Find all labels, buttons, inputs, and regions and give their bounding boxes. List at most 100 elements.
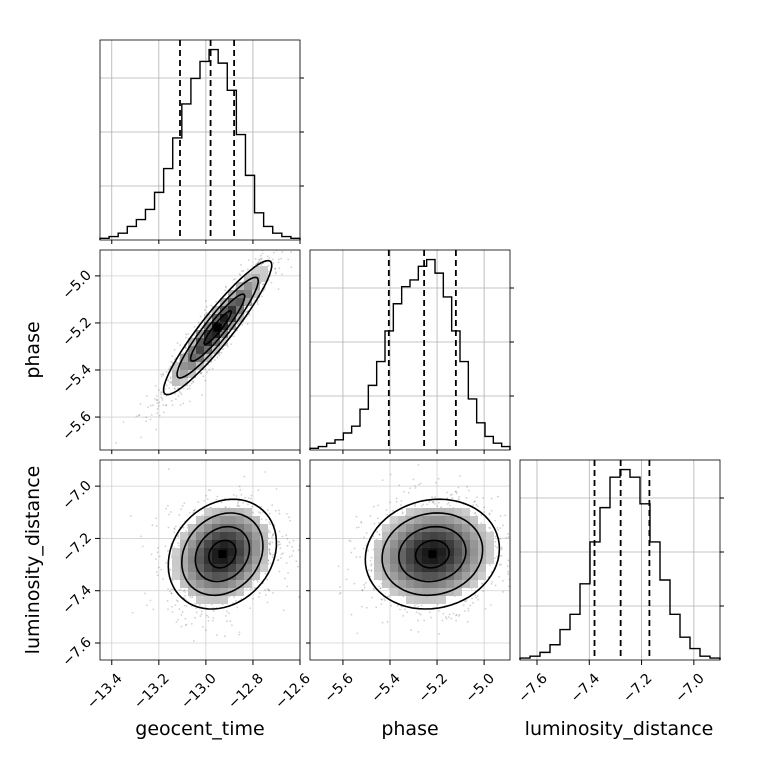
sample-point: [160, 375, 163, 378]
density-cell: [446, 516, 454, 524]
density-cell: [236, 508, 244, 516]
density-cell: [204, 588, 212, 596]
density-cell: [212, 330, 220, 338]
sample-point: [499, 515, 502, 517]
density-cell: [382, 548, 390, 556]
sample-point: [426, 503, 429, 506]
sample-point: [288, 541, 291, 544]
sample-point: [115, 442, 117, 444]
sample-point: [177, 387, 179, 390]
density-cell: [382, 572, 390, 580]
density-cell: [188, 532, 196, 540]
sample-point: [268, 552, 271, 555]
sample-point: [243, 475, 246, 478]
sample-point: [244, 311, 247, 314]
density-cell: [260, 564, 268, 572]
density-cell: [212, 524, 220, 532]
sample-point: [505, 536, 508, 539]
density-cell: [252, 266, 260, 274]
density-cell: [212, 516, 220, 524]
sample-point: [186, 526, 189, 529]
density-cell: [228, 298, 236, 306]
sample-point: [436, 505, 439, 508]
sample-point: [173, 531, 176, 534]
sample-point: [269, 531, 271, 533]
sample-point: [171, 611, 174, 613]
density-cell: [188, 524, 196, 532]
sample-point: [267, 589, 270, 591]
sample-point: [413, 604, 416, 607]
density-cell: [438, 516, 446, 524]
sample-point: [284, 577, 286, 580]
density-cell: [414, 508, 422, 516]
sample-point: [204, 379, 207, 382]
sample-point: [162, 404, 165, 406]
sample-point: [268, 543, 271, 546]
density-cell: [244, 572, 252, 580]
sample-point: [250, 494, 253, 497]
density-cell: [220, 556, 228, 564]
sample-point: [272, 532, 275, 535]
sample-point: [285, 534, 288, 537]
sample-point: [457, 615, 460, 617]
sample-point: [250, 497, 252, 500]
density-cell: [220, 564, 228, 572]
sample-point: [475, 514, 478, 517]
density-cell: [228, 580, 236, 588]
sample-point: [417, 619, 419, 622]
sample-point: [131, 611, 134, 614]
sample-point: [210, 506, 212, 509]
density-cell: [172, 556, 180, 564]
density-cell: [374, 540, 382, 548]
sample-point: [480, 514, 483, 517]
sample-point: [159, 393, 162, 396]
sample-point: [157, 547, 159, 549]
sample-point: [140, 436, 142, 439]
sample-point: [361, 605, 363, 608]
sample-point: [215, 300, 217, 303]
sample-point: [158, 555, 161, 558]
sample-point: [261, 258, 263, 260]
sample-point: [177, 544, 180, 547]
histogram-phase: [309, 258, 511, 450]
sample-point: [370, 569, 373, 572]
x-axis-title-geocent-time: geocent_time: [135, 718, 264, 740]
sample-point: [154, 385, 157, 387]
density-cell: [180, 540, 188, 548]
sample-point: [366, 606, 368, 609]
sample-point: [170, 592, 173, 594]
density-cell: [228, 556, 236, 564]
density-cell: [454, 532, 462, 540]
sample-point: [455, 613, 458, 616]
sample-point: [253, 587, 256, 589]
sample-point: [225, 286, 228, 289]
sample-point: [232, 278, 235, 281]
density-cell: [446, 588, 454, 596]
density-cell: [406, 596, 414, 604]
sample-point: [177, 395, 180, 397]
sample-point: [276, 559, 279, 562]
density-cell: [236, 298, 244, 306]
sample-point: [162, 374, 165, 376]
density-cell: [398, 516, 406, 524]
sample-point: [271, 534, 274, 536]
sample-point: [156, 402, 159, 405]
sample-point: [384, 599, 386, 602]
density-cell: [414, 524, 422, 532]
sample-point: [271, 504, 274, 506]
sample-point: [249, 607, 252, 610]
density-cell: [244, 298, 252, 306]
sample-point: [274, 271, 277, 274]
density-cell: [252, 564, 260, 572]
sample-point: [269, 553, 272, 556]
density-cell: [438, 588, 446, 596]
sample-point: [171, 355, 174, 358]
sample-point: [237, 499, 240, 502]
sample-point: [239, 274, 242, 276]
density-cell: [390, 532, 398, 540]
sample-point: [507, 559, 510, 562]
sample-point: [122, 421, 125, 423]
density-cell: [478, 524, 486, 532]
sample-point: [401, 511, 404, 514]
sample-point: [232, 493, 235, 496]
